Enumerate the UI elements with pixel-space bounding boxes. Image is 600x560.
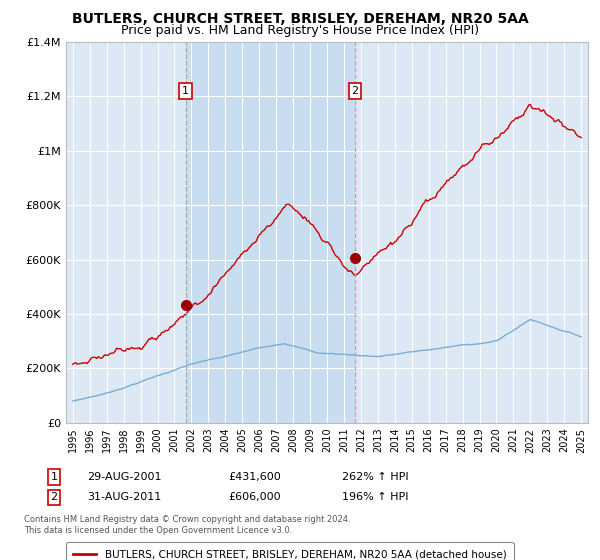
Legend: BUTLERS, CHURCH STREET, BRISLEY, DEREHAM, NR20 5AA (detached house), HPI: Averag: BUTLERS, CHURCH STREET, BRISLEY, DEREHAM…	[66, 542, 514, 560]
Bar	[185, 42, 355, 423]
Text: This data is licensed under the Open Government Licence v3.0.: This data is licensed under the Open Gov…	[24, 526, 292, 535]
Text: 196% ↑ HPI: 196% ↑ HPI	[342, 492, 409, 502]
Text: 29-AUG-2001: 29-AUG-2001	[87, 472, 161, 482]
Text: £431,600: £431,600	[228, 472, 281, 482]
Text: £606,000: £606,000	[228, 492, 281, 502]
Text: Contains HM Land Registry data © Crown copyright and database right 2024.: Contains HM Land Registry data © Crown c…	[24, 515, 350, 524]
Text: 2: 2	[50, 492, 58, 502]
Text: Price paid vs. HM Land Registry's House Price Index (HPI): Price paid vs. HM Land Registry's House …	[121, 24, 479, 37]
Text: BUTLERS, CHURCH STREET, BRISLEY, DEREHAM, NR20 5AA: BUTLERS, CHURCH STREET, BRISLEY, DEREHAM…	[71, 12, 529, 26]
Text: 2: 2	[352, 86, 359, 96]
Text: 1: 1	[50, 472, 58, 482]
Text: 1: 1	[182, 86, 189, 96]
Text: 262% ↑ HPI: 262% ↑ HPI	[342, 472, 409, 482]
Text: 31-AUG-2011: 31-AUG-2011	[87, 492, 161, 502]
